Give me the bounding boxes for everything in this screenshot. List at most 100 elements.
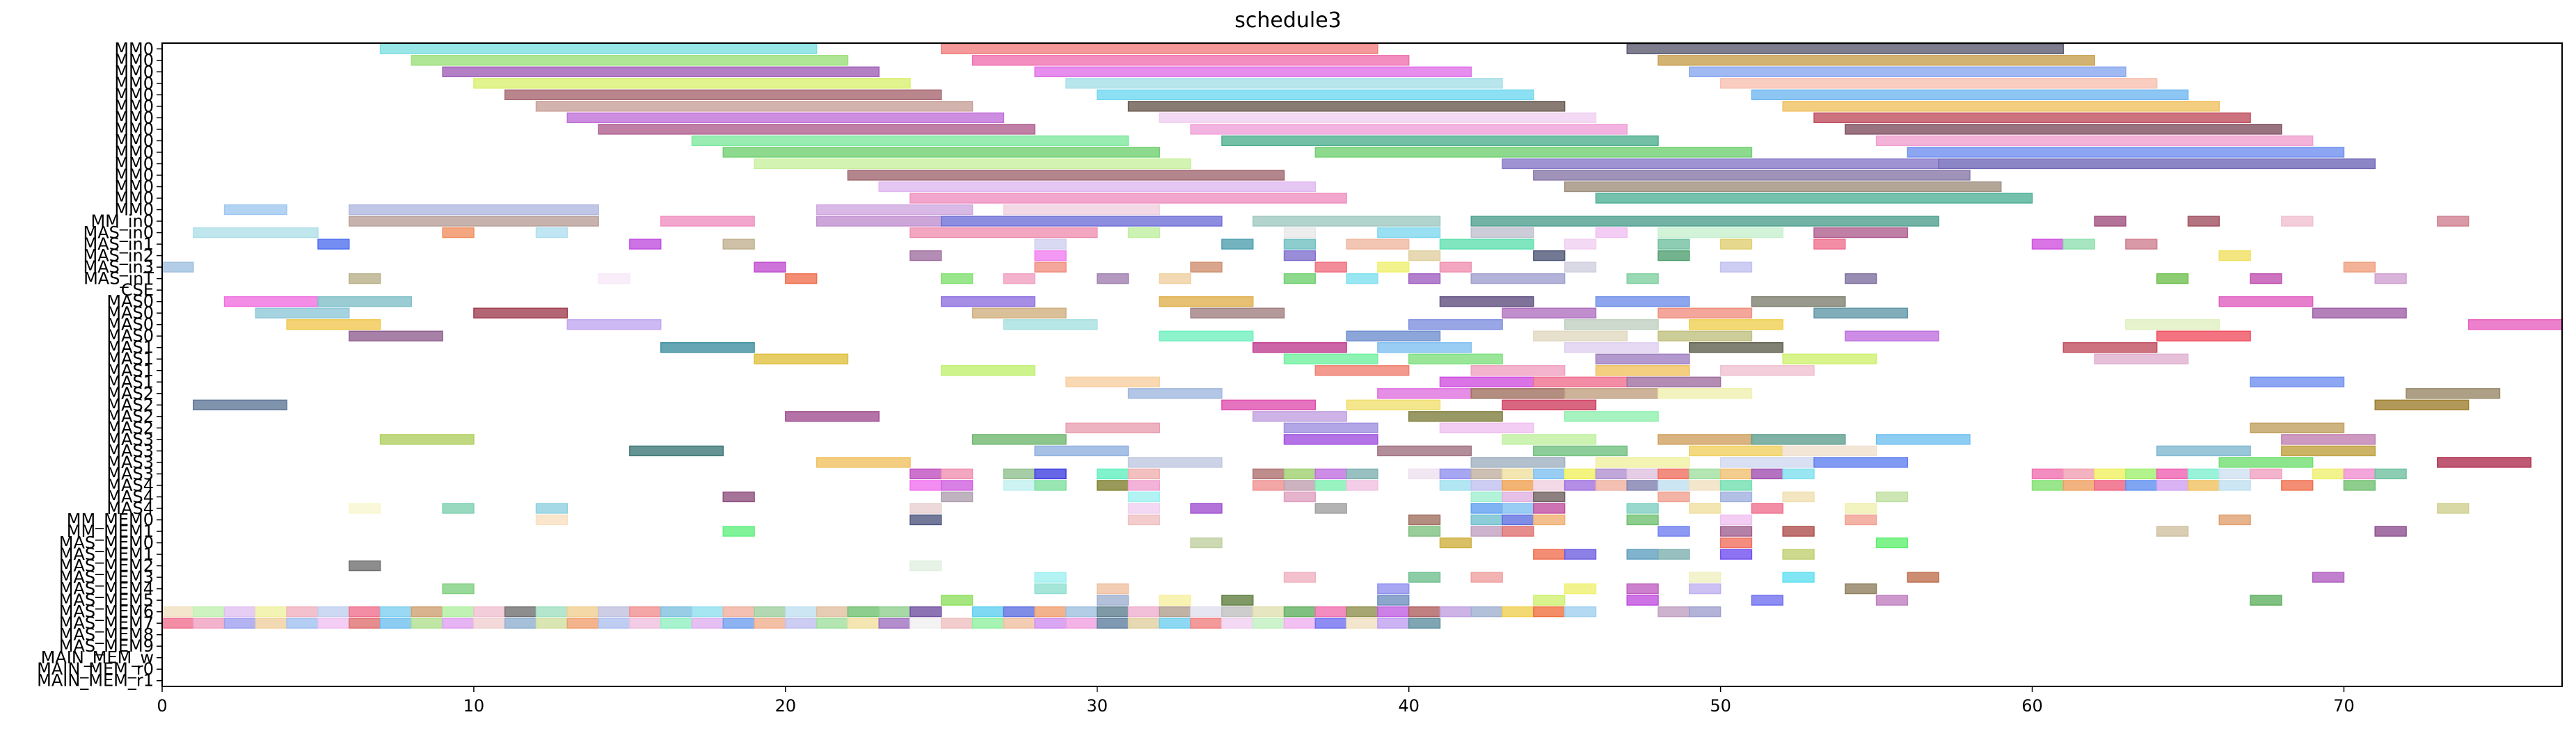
task-bar bbox=[1564, 181, 2002, 193]
task-bar bbox=[941, 216, 1223, 227]
y-tick-label: MAS1 bbox=[106, 349, 154, 369]
task-bar bbox=[1221, 399, 1317, 410]
y-tick-label: MM_MEM0 bbox=[67, 510, 154, 529]
task-bar bbox=[1283, 422, 1378, 434]
task-bar bbox=[660, 216, 755, 227]
y-tick-label: MM0 bbox=[114, 108, 154, 127]
task-bar bbox=[1097, 273, 1129, 284]
task-bar bbox=[971, 618, 1005, 629]
task-bar bbox=[1252, 411, 1347, 422]
task-bar bbox=[1626, 468, 1659, 480]
task-bar bbox=[349, 606, 381, 618]
task-bar bbox=[1719, 261, 1753, 273]
task-bar bbox=[909, 468, 942, 480]
task-bar bbox=[941, 480, 973, 491]
task-bar bbox=[1314, 618, 1347, 629]
task-bar bbox=[1719, 526, 1753, 537]
task-bar bbox=[629, 239, 662, 250]
y-tick-label: MAS_MEM0 bbox=[59, 533, 154, 553]
task-bar bbox=[1533, 503, 1566, 514]
task-bar bbox=[566, 319, 662, 330]
task-bar bbox=[1408, 468, 1441, 480]
task-bar bbox=[1439, 480, 1472, 491]
task-bar bbox=[2062, 480, 2095, 491]
task-bar bbox=[1065, 422, 1161, 434]
task-bar bbox=[286, 606, 319, 618]
task-bar bbox=[941, 43, 1378, 54]
task-bar bbox=[847, 170, 1285, 181]
task-bar bbox=[1127, 606, 1161, 618]
task-bar bbox=[878, 606, 911, 618]
task-bar bbox=[941, 296, 1035, 307]
task-bar bbox=[504, 606, 537, 618]
y-tick-label: MAS_MEM5 bbox=[59, 590, 154, 610]
task-bar bbox=[1314, 261, 1347, 273]
task-bar bbox=[317, 239, 350, 250]
task-bar bbox=[1782, 101, 2220, 112]
task-bar bbox=[1502, 503, 1534, 514]
task-bar bbox=[1127, 468, 1161, 480]
y-tick-label: MAS3 bbox=[106, 441, 154, 460]
task-bar bbox=[1283, 227, 1317, 239]
task-bar bbox=[1782, 526, 1815, 537]
task-bar bbox=[909, 227, 1098, 239]
task-bar bbox=[941, 273, 973, 284]
task-bar bbox=[2312, 572, 2345, 583]
task-bar bbox=[1564, 411, 1659, 422]
task-bar bbox=[1719, 239, 1753, 250]
task-bar bbox=[1626, 480, 1659, 491]
y-tick-label: MM0 bbox=[114, 154, 154, 173]
task-bar bbox=[1377, 388, 1472, 399]
task-bar bbox=[2343, 261, 2376, 273]
task-bar bbox=[1034, 606, 1067, 618]
task-bar bbox=[442, 66, 880, 77]
task-bar bbox=[566, 112, 1005, 124]
task-bar bbox=[1689, 583, 1722, 595]
task-bar bbox=[1065, 606, 1098, 618]
task-bar bbox=[411, 618, 443, 629]
y-tick-label: MAS0 bbox=[106, 326, 154, 346]
task-bar bbox=[1408, 606, 1441, 618]
y-tick-label: MAS_MEM9 bbox=[59, 636, 154, 656]
task-bar bbox=[2156, 273, 2189, 284]
task-bar bbox=[2125, 239, 2158, 250]
task-bar bbox=[1377, 595, 1410, 606]
task-bar bbox=[1689, 480, 1722, 491]
task-bar bbox=[535, 503, 569, 514]
task-bar bbox=[1470, 606, 1503, 618]
task-bar bbox=[1564, 239, 1597, 250]
y-tick-label: MM0 bbox=[114, 51, 154, 70]
y-tick-label: MM0 bbox=[114, 74, 154, 93]
task-bar bbox=[1595, 480, 1628, 491]
task-bar bbox=[2437, 503, 2470, 514]
task-bar bbox=[1813, 112, 2251, 124]
task-bar bbox=[1283, 250, 1317, 261]
task-bar bbox=[2250, 273, 2282, 284]
task-bar bbox=[317, 606, 350, 618]
y-tick-label: MAS1 bbox=[106, 361, 154, 380]
task-bar bbox=[1595, 353, 1690, 364]
task-bar bbox=[722, 491, 755, 503]
task-bar bbox=[1003, 273, 1035, 284]
task-bar bbox=[1657, 239, 1690, 250]
task-bar bbox=[1097, 583, 1129, 595]
task-bar bbox=[785, 411, 880, 422]
task-bar bbox=[1470, 216, 1939, 227]
task-bar bbox=[566, 618, 599, 629]
task-bar bbox=[286, 319, 381, 330]
y-tick-label: MAS_MEM1 bbox=[59, 545, 154, 564]
x-tick-labels: 0 10 20 30 40 50 60 70 bbox=[157, 686, 2355, 716]
task-bar bbox=[161, 618, 194, 629]
task-bar bbox=[535, 514, 569, 526]
task-bar bbox=[411, 55, 849, 66]
task-bar bbox=[1127, 101, 1566, 112]
task-bar bbox=[349, 503, 381, 514]
task-bar bbox=[816, 618, 849, 629]
task-bar bbox=[1564, 606, 1597, 618]
task-bar bbox=[1564, 261, 1597, 273]
task-bar bbox=[1782, 353, 1877, 364]
task-bar bbox=[1719, 480, 1753, 491]
y-tick-label: MM0 bbox=[114, 188, 154, 208]
task-bar bbox=[1657, 388, 1753, 399]
task-bar bbox=[1751, 296, 1846, 307]
